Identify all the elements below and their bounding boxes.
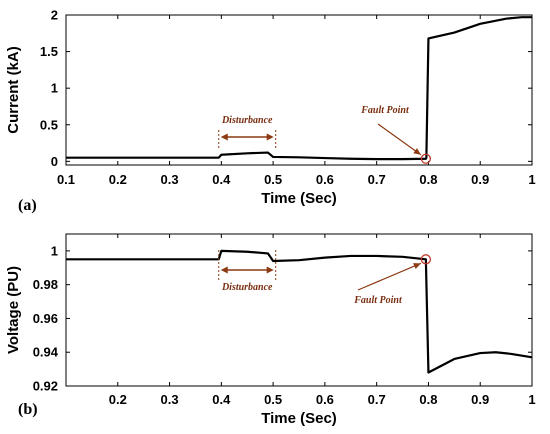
series-line <box>66 249 533 374</box>
x-tick-label: 0.8 <box>419 172 437 187</box>
x-axis-title: Time (Sec) <box>261 410 337 427</box>
x-tick-label: 0.3 <box>161 172 179 187</box>
x-tick-label: 0.6 <box>316 172 334 187</box>
x-tick-label: 0.3 <box>161 392 179 407</box>
x-tick-label: 0.7 <box>368 392 386 407</box>
x-tick-label: 0.9 <box>471 172 489 187</box>
x-tick-label: 0.7 <box>368 172 386 187</box>
x-tick-label: 0.5 <box>264 172 282 187</box>
fault-point-leader <box>357 262 422 291</box>
x-tick-label: 1 <box>528 392 535 407</box>
fault-point-label: Fault Point <box>360 105 410 116</box>
x-tick-label: 1 <box>528 172 535 187</box>
fault-point-marker <box>420 254 432 265</box>
x-tick-label: 0.8 <box>419 392 437 407</box>
fault-point-label: Fault Point <box>353 295 403 306</box>
disturbance-label: Disturbance <box>221 282 273 293</box>
panel-label: (a) <box>18 197 37 214</box>
y-tick-label: 1.5 <box>40 44 58 59</box>
x-tick-label: 0.2 <box>109 172 127 187</box>
disturbance-arrowhead-right <box>266 266 274 274</box>
y-tick-label: 0.92 <box>33 379 58 394</box>
y-tick-label: 2 <box>51 8 58 23</box>
fault-point-leader <box>377 123 422 156</box>
y-tick-label: 1 <box>51 81 58 96</box>
plot-frame <box>65 233 533 387</box>
y-axis-title: Current (kA) <box>5 46 22 134</box>
x-tick-label: 0.1 <box>57 172 75 187</box>
y-tick-label: 0.5 <box>40 117 58 132</box>
panel-a-current: 0.1 0.2 0.3 0.4 0.5 0.6 0.7 0.8 0.9 1 0 0.5 1 1.5 2 Tim… <box>5 8 536 215</box>
series-line <box>66 16 532 161</box>
y-tick-label: 0.94 <box>33 345 59 360</box>
disturbance-arrowhead-left <box>220 133 228 141</box>
y-axis-title: Voltage (PU) <box>5 266 22 354</box>
x-axis-title: Time (Sec) <box>261 190 337 207</box>
plot-frame <box>65 14 533 166</box>
disturbance-arrowhead-right <box>266 133 274 141</box>
x-tick-label: 0.9 <box>471 392 489 407</box>
disturbance-label: Disturbance <box>221 115 273 126</box>
panel-b-voltage: 0.2 0.3 0.4 0.5 0.6 0.7 0.8 0.9 1 0.92 0.94 0.96 0.9… <box>5 233 536 427</box>
y-tick-label: 1 <box>51 243 58 258</box>
y-tick-label: 0.98 <box>33 277 58 292</box>
fault-point-marker <box>420 153 432 164</box>
x-tick-label: 0.4 <box>212 172 231 187</box>
x-tick-label: 0.2 <box>109 392 127 407</box>
fault-point-arrowhead <box>413 148 421 155</box>
fault-point-arrowhead <box>413 263 421 270</box>
x-tick-label: 0.6 <box>316 392 334 407</box>
y-tick-label: 0 <box>51 154 58 169</box>
x-tick-label: 0.4 <box>212 392 231 407</box>
x-tick-label: 0.5 <box>264 392 282 407</box>
y-tick-label: 0.96 <box>33 311 58 326</box>
disturbance-arrowhead-left <box>220 266 228 274</box>
panel-label: (b) <box>18 401 38 418</box>
